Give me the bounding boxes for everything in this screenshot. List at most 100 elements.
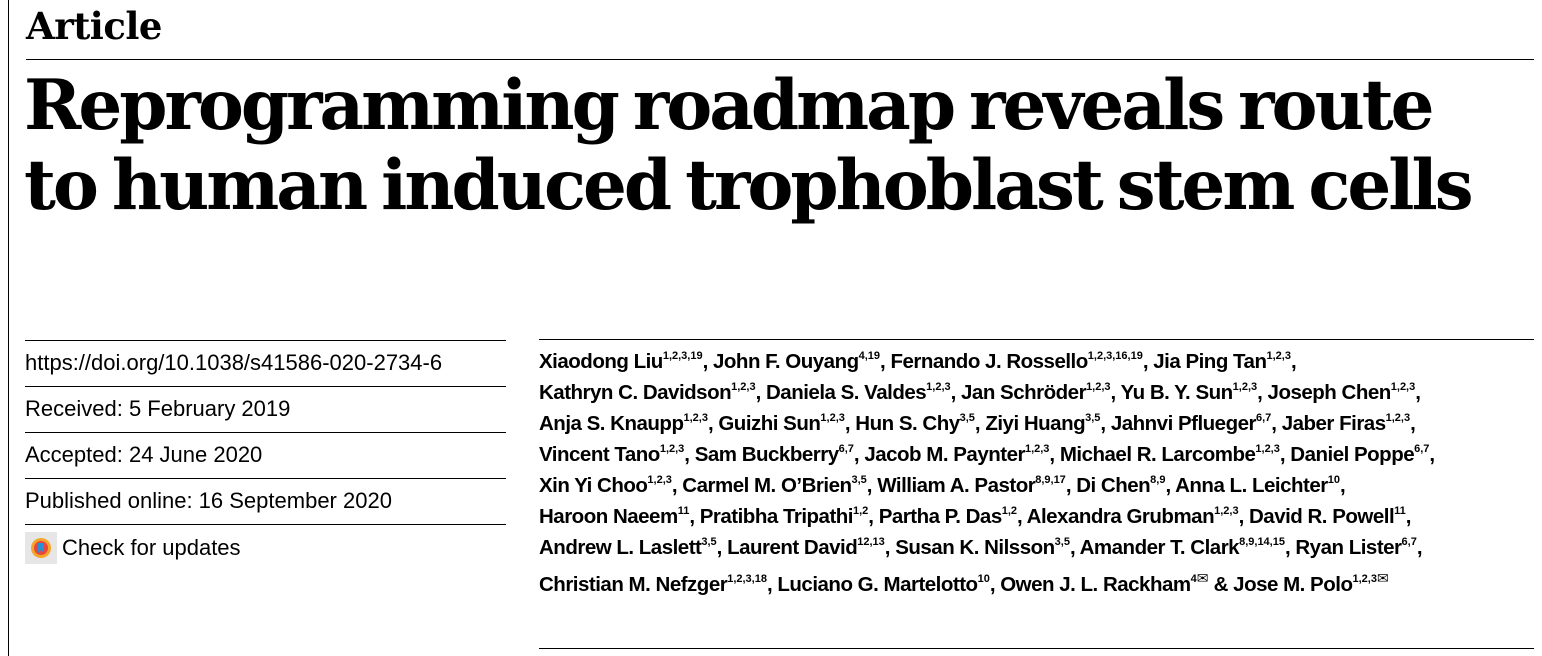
author[interactable]: Andrew L. Laslett3,5 (539, 536, 717, 559)
author-affiliations: 12,13 (857, 536, 885, 549)
author-name: Anja S. Knaupp (539, 412, 684, 435)
author[interactable]: Michael R. Larcombe1,2,3 (1060, 443, 1280, 466)
author[interactable]: David R. Powell11 (1249, 505, 1406, 528)
author[interactable]: Vincent Tano1,2,3 (539, 443, 684, 466)
author[interactable]: Owen J. L. Rackham4✉ (1000, 570, 1209, 596)
author[interactable]: Sam Buckberry6,7 (695, 443, 854, 466)
doi-link[interactable]: https://doi.org/10.1038/s41586-020-2734-… (25, 341, 506, 387)
author[interactable]: Hun S. Chy3,5 (855, 412, 975, 435)
author[interactable]: Ryan Lister6,7 (1295, 536, 1416, 559)
author[interactable]: Daniela S. Valdes1,2,3 (766, 381, 951, 404)
author[interactable]: Anna L. Leichter10 (1175, 474, 1340, 497)
author[interactable]: William A. Pastor8,9,17 (877, 474, 1066, 497)
author-affiliations: 1,2,3 (1266, 350, 1291, 363)
author[interactable]: Guizhi Sun1,2,3 (718, 412, 845, 435)
author[interactable]: Haroon Naeem11 (539, 505, 689, 528)
author[interactable]: Christian M. Nefzger1,2,3,18 (539, 573, 767, 596)
author-separator: , (989, 573, 1001, 596)
author-separator: , (707, 412, 719, 435)
author[interactable]: Carmel M. O’Brien3,5 (682, 474, 867, 497)
author-affiliations: 1,2,3,19 (662, 350, 703, 363)
author[interactable]: Jacob M. Paynter1,2,3 (864, 443, 1049, 466)
author-affiliations: 1,2 (1001, 505, 1018, 518)
author-affiliations: 1,2,3 (820, 412, 845, 425)
author-separator: , (766, 573, 778, 596)
author-separator: , (866, 474, 878, 497)
author[interactable]: Yu B. Y. Sun1,2,3 (1121, 381, 1258, 404)
author-affiliations: 3,5 (851, 474, 867, 487)
author-affiliations: 4,19 (858, 350, 881, 363)
author-name: Daniela S. Valdes (766, 381, 927, 404)
author[interactable]: Jose M. Polo1,2,3✉ (1233, 570, 1389, 596)
author[interactable]: Amander T. Clark8,9,14,15 (1080, 536, 1285, 559)
author[interactable]: Kathryn C. Davidson1,2,3 (539, 381, 756, 404)
author[interactable]: Jaber Firas1,2,3 (1282, 412, 1410, 435)
author-affiliations: 1,2,3,16,19 (1087, 350, 1143, 363)
received-date: Received: 5 February 2019 (25, 387, 506, 433)
author-name: Susan K. Nilsson (895, 536, 1055, 559)
author-affiliations: 1,2,3 (1214, 505, 1239, 518)
author-affiliations: 3,5 (701, 536, 717, 549)
author[interactable]: Di Chen8,9 (1076, 474, 1165, 497)
author[interactable]: Jan Schröder1,2,3 (961, 381, 1111, 404)
author-affiliations: 1,2,3 (731, 381, 756, 394)
author-separator: , (884, 536, 896, 559)
author[interactable]: Joseph Chen1,2,3 (1268, 381, 1416, 404)
author-list: Xiaodong Liu1,2,3,19, John F. Ouyang4,19… (539, 346, 1535, 600)
author[interactable]: Jahnvi Pflueger6,7 (1111, 412, 1271, 435)
authors-divider (539, 339, 1534, 340)
author[interactable]: Jia Ping Tan1,2,3 (1153, 350, 1291, 373)
author-name: Haroon Naeem (539, 505, 678, 528)
author[interactable]: Pratibha Tripathi1,2 (700, 505, 869, 528)
author-name: Andrew L. Laslett (539, 536, 702, 559)
author[interactable]: Susan K. Nilsson3,5 (895, 536, 1070, 559)
author-name: Christian M. Nefzger (539, 573, 728, 596)
author-separator: , (1405, 505, 1412, 528)
author-name: Anna L. Leichter (1175, 474, 1328, 497)
article-type-label: Article (26, 4, 162, 48)
author[interactable]: Laurent David12,13 (727, 536, 885, 559)
author[interactable]: Anja S. Knaupp1,2,3 (539, 412, 708, 435)
author-name: Sam Buckberry (694, 443, 839, 466)
author[interactable]: Ziyi Huang3,5 (985, 412, 1100, 435)
author-name: Carmel M. O’Brien (682, 474, 852, 497)
author[interactable]: Fernando J. Rossello1,2,3,16,19 (890, 350, 1142, 373)
author-name: Ryan Lister (1295, 536, 1402, 559)
author-separator: , (1110, 381, 1121, 404)
author[interactable]: Xiaodong Liu1,2,3,19 (539, 350, 703, 373)
author-affiliations: 11 (1394, 505, 1406, 518)
author-name: Luciano G. Martelotto (777, 573, 978, 596)
author-affiliations: 6,7 (1256, 412, 1272, 425)
author[interactable]: John F. Ouyang4,19 (713, 350, 880, 373)
author-separator: , (1165, 474, 1176, 497)
author[interactable]: Alexandra Grubman1,2,3 (1027, 505, 1239, 528)
author[interactable]: Daniel Poppe6,7 (1290, 443, 1429, 466)
author-separator: , (1100, 412, 1111, 435)
article-metadata: https://doi.org/10.1038/s41586-020-2734-… (25, 340, 506, 570)
author-name: Xiaodong Liu (539, 350, 663, 373)
author-name: Kathryn C. Davidson (539, 381, 732, 404)
author[interactable]: Luciano G. Martelotto10 (777, 573, 989, 596)
author-separator: , (974, 412, 986, 435)
author-name: Jahnvi Pflueger (1110, 412, 1257, 435)
check-for-updates-link[interactable]: Check for updates (25, 525, 506, 570)
author-affiliations: 1,2,3 (659, 443, 685, 456)
author-affiliations: 6,7 (1401, 536, 1417, 549)
title-line-1: Reprogramming roadmap reveals route (24, 65, 1435, 146)
mail-icon[interactable]: ✉ (1196, 570, 1209, 586)
accepted-date: Accepted: 24 June 2020 (25, 433, 506, 479)
check-for-updates-label: Check for updates (62, 534, 241, 560)
author-name: Xin Yi Choo (539, 474, 648, 497)
author-affiliations: 1,2,3 (1255, 443, 1280, 456)
author-affiliations: 3,5 (1054, 536, 1070, 549)
author-separator: , (755, 381, 766, 404)
mail-icon[interactable]: ✉ (1376, 570, 1389, 586)
author[interactable]: Xin Yi Choo1,2,3 (539, 474, 672, 497)
author-separator: , (1049, 443, 1060, 466)
author[interactable]: Partha P. Das1,2 (879, 505, 1017, 528)
author-affiliations: 1,2,3 (1390, 381, 1416, 394)
author-name: Partha P. Das (878, 505, 1003, 528)
author-separator: , (1416, 536, 1423, 559)
left-margin-rule (8, 0, 9, 656)
author-name: Vincent Tano (539, 443, 660, 466)
